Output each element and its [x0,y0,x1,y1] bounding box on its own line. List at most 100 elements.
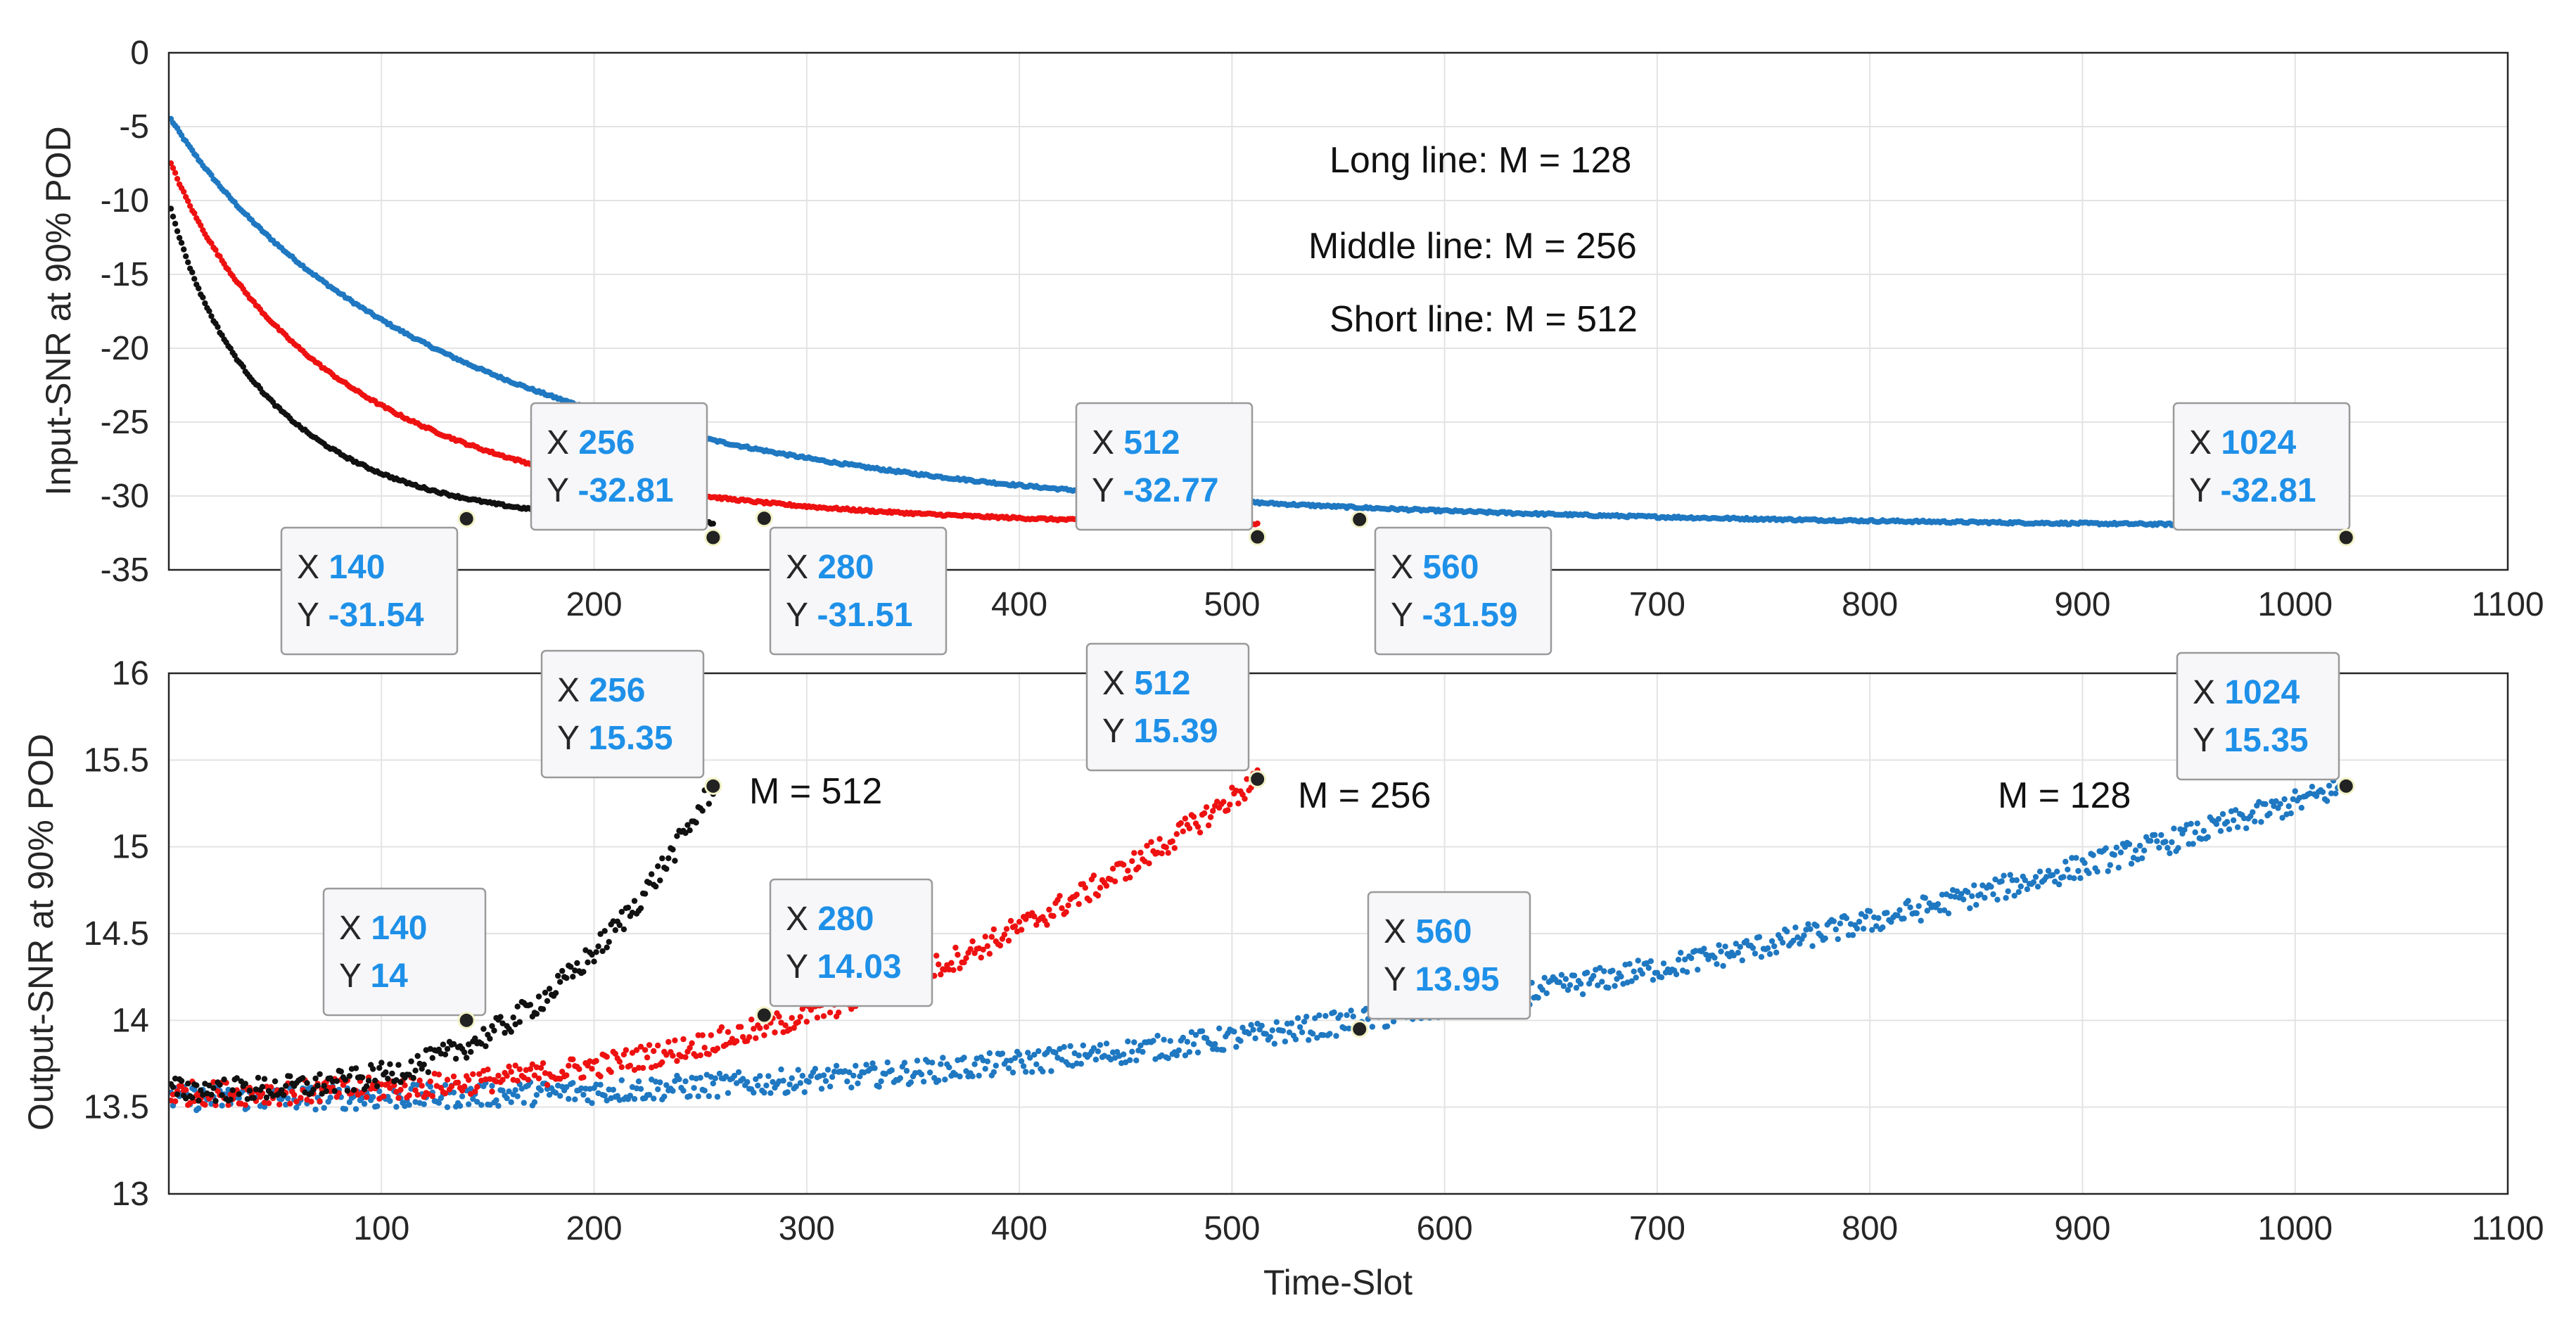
data-point [1711,955,1718,961]
data-point [331,1088,338,1094]
data-point [637,1086,644,1093]
data-point [1242,796,1248,802]
data-point [2194,820,2200,827]
data-point [338,1068,344,1075]
data-point [1716,942,1722,948]
data-point [442,1090,449,1097]
data-point [414,1052,421,1060]
data-point [697,1074,703,1081]
data-point [1233,1043,1239,1050]
data-point [642,1047,649,1053]
top-datatip[interactable]: X 1024 Y -32.81 [2172,402,2355,547]
datatip-y-value: 13.95 [1415,961,1499,998]
data-point [1977,891,1984,898]
data-point [2111,852,2117,858]
top-x-tick-label: 700 [1629,586,1685,623]
data-point [181,189,187,195]
data-point [1780,939,1786,946]
data-point [1199,1028,1206,1034]
data-point [234,1075,240,1081]
data-point [635,1078,642,1085]
data-point [1337,1012,1344,1019]
data-point [988,934,995,940]
data-point [942,967,948,973]
datatip-marker [755,1006,773,1024]
data-point [210,1085,217,1091]
data-point [585,1097,591,1104]
top-datatip[interactable]: X 140 Y -31.54 [280,509,476,656]
data-point [317,1098,323,1105]
data-point [1880,924,1886,931]
data-point [178,240,185,246]
data-point [2171,825,2177,832]
data-point [221,1076,227,1083]
data-point [200,294,206,300]
datatip-marker [2337,777,2355,795]
data-point [708,1032,714,1038]
data-point [2205,834,2211,841]
data-point [706,1051,712,1057]
data-point [1194,824,1201,830]
data-point [1631,968,1637,975]
data-point [1301,1019,1308,1025]
data-point [753,1076,759,1083]
datatip-x-key: X 512 [1102,665,1190,702]
data-point [1258,1022,1265,1029]
data-point [616,1058,623,1065]
top-datatip[interactable]: X 280 Y -31.51 [755,509,948,656]
datatip-x-key: X 140 [297,549,385,586]
data-point [2022,877,2028,884]
data-point [984,1058,991,1064]
bottom-datatip[interactable]: X 560 Y 13.95 [1351,891,1531,1038]
datatip-x-value: 140 [371,910,427,947]
data-point [483,1043,489,1050]
data-point [1125,1038,1131,1045]
data-point [212,247,219,253]
data-point [1973,902,1979,908]
datatip-y-key: Y 15.39 [1102,713,1218,750]
data-point [1675,956,1682,963]
bottom-datatip[interactable]: X 256 Y 15.35 [540,649,722,795]
data-point [1601,968,1607,974]
top-datatip[interactable]: X 256 Y -32.81 [530,402,722,547]
data-point [757,1025,763,1031]
data-point [610,1086,616,1093]
top-datatip[interactable]: X 560 Y -31.59 [1351,510,1552,656]
data-point [227,1096,234,1103]
data-point [2323,798,2330,804]
data-point [1127,874,1133,881]
data-point [489,1023,495,1029]
data-point [808,1007,815,1013]
bottom-datatip[interactable]: X 140 Y 14 [322,887,487,1029]
top-datatip[interactable]: X 512 Y -32.77 [1075,402,1267,546]
data-point [1994,896,2001,903]
bottom-datatip[interactable]: X 512 Y 15.39 [1085,642,1267,788]
data-point [795,1067,801,1073]
data-point [2285,803,2292,810]
data-point [1180,828,1187,834]
datatip-box [540,649,705,779]
data-point [655,1086,661,1093]
data-point [1749,945,1756,951]
data-point [797,1080,804,1086]
data-point [1073,891,1080,898]
data-point [663,1082,670,1088]
data-point [2009,877,2015,884]
bottom-datatip[interactable]: X 280 Y 14.03 [755,878,933,1024]
data-point [1248,1022,1254,1029]
data-point [1027,1055,1033,1061]
data-point [812,1066,819,1072]
data-point [408,1058,414,1064]
data-point [1018,927,1025,933]
data-point [1148,839,1154,846]
bottom-datatip[interactable]: X 1024 Y 15.35 [2176,651,2355,795]
data-point [725,1090,732,1096]
data-point [1076,901,1082,908]
data-point [1835,936,1841,943]
data-point [682,1054,689,1060]
data-point [627,1093,634,1099]
data-point [2252,818,2258,825]
data-point [2198,836,2205,842]
data-point [1125,867,1131,874]
data-point [319,1090,325,1097]
